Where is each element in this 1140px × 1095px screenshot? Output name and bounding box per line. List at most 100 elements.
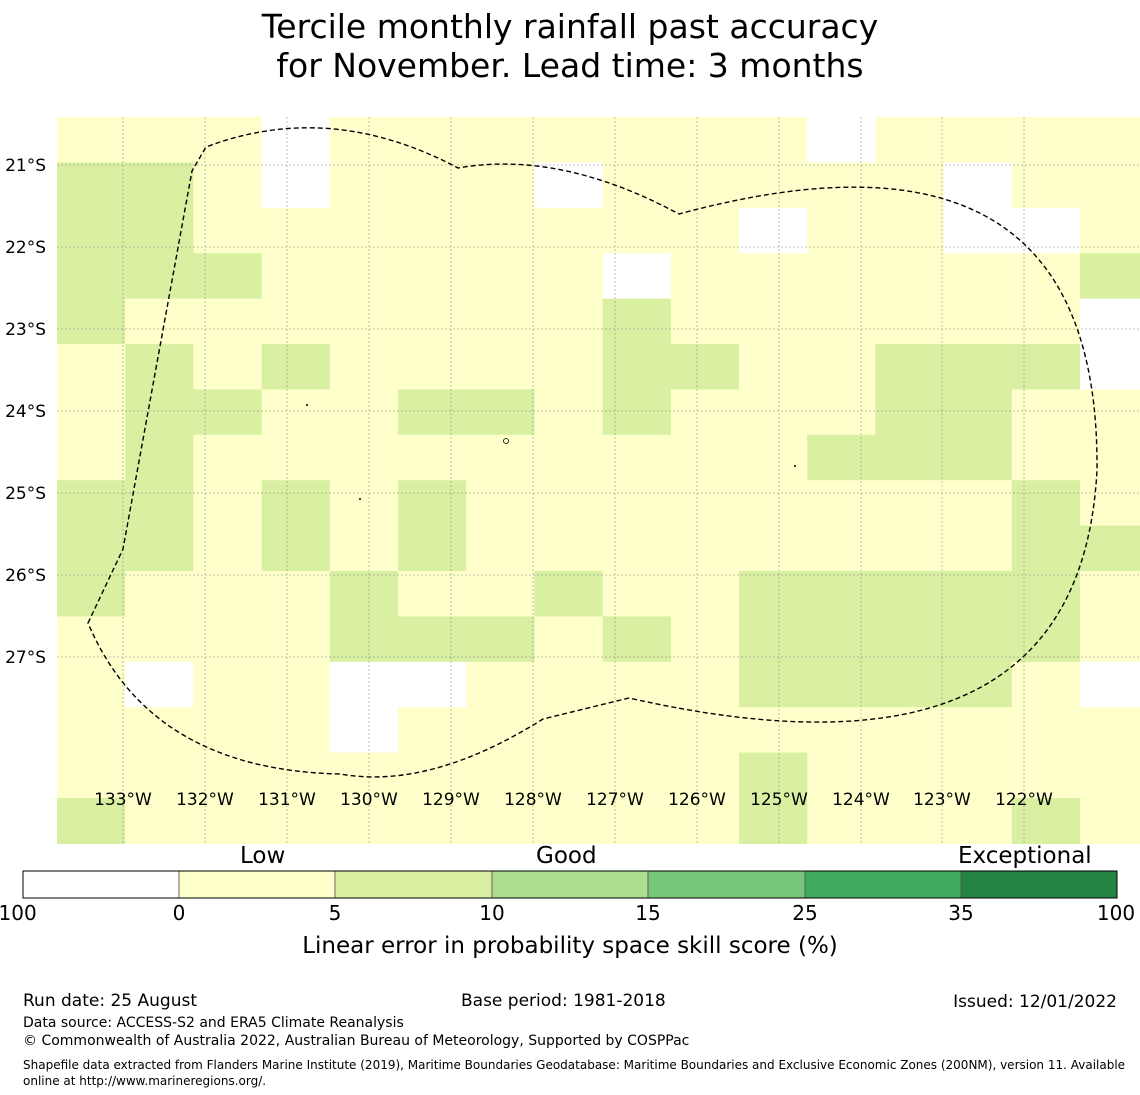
grid-cell [466,389,535,436]
grid-cell [398,344,467,390]
grid-cell [875,344,945,390]
grid-cell [125,162,194,209]
grid-cell [1080,707,1140,754]
colorbar-segment [334,870,493,899]
grid-cell [466,298,535,345]
grid-cell [602,207,672,254]
longitude-label: 128°W [504,790,562,810]
grid-cell [875,434,945,481]
grid-cell [602,344,672,390]
grid-cell [670,434,740,481]
grid-cell [670,389,740,436]
grid-cell [602,525,672,572]
colorbar-tick: 15 [635,901,661,925]
grid-cell [602,752,672,799]
grid-cell [534,162,604,209]
legend-category-good: Good [536,843,597,869]
grid-cell [807,752,876,799]
grid-cell [670,571,740,617]
grid-cell [943,616,1013,663]
grid-cell [193,480,263,527]
grid-cell [943,253,1013,300]
colorbar-segment [804,870,962,899]
grid-cell [739,389,808,436]
grid-cell [329,344,399,390]
grid-cell [57,661,126,708]
grid-cell [807,207,876,254]
grid-cell [57,707,126,754]
grid-cell [466,571,535,617]
grid-cell [261,344,331,390]
grid-cell [1080,661,1140,708]
grid-cell [398,798,467,844]
longitude-label: 127°W [586,790,644,810]
grid-cell [329,389,399,436]
latitude-label: 26°S [5,566,46,586]
grid-cell [1011,480,1081,527]
grid-cell [125,480,194,527]
grid-cell [534,344,604,390]
grid-cell [807,480,876,527]
grid-cell [261,752,331,799]
grid-cell [1011,616,1081,663]
grid-cell [1080,389,1140,436]
map-title-line-2: for November. Lead time: 3 months [276,46,864,85]
grid-cell [261,480,331,527]
grid-cell [125,525,194,572]
grid-cell [602,616,672,663]
grid-cell [739,253,808,300]
colorbar-segment [178,870,336,899]
grid-cell [1080,117,1140,163]
grid-cell [329,571,399,617]
grid-cell [602,707,672,754]
latitude-tick-labels: 21°S 22°S 23°S 24°S 25°S 26°S 27°S [5,156,46,668]
grid-cell [261,207,331,254]
grid-cell [125,434,194,481]
grid-cell [261,117,331,163]
grid-cell [943,344,1013,390]
grid-cell [1080,480,1140,527]
grid-cell [739,480,808,527]
colorbar-segment [960,870,1118,899]
grid-cell [943,480,1013,527]
grid-cell [125,571,194,617]
grid-cell [1080,571,1140,617]
grid-cell [398,752,467,799]
copyright-notice: © Commonwealth of Australia 2022, Austra… [23,1033,690,1049]
grid-cell [261,253,331,300]
grid-cell [943,707,1013,754]
longitude-label: 131°W [258,790,316,810]
grid-cell [398,616,467,663]
grid-cell [329,117,399,163]
grid-cell [807,525,876,572]
grid-cell [466,616,535,663]
grid-cell [125,253,194,300]
grid-cell [534,298,604,345]
grid-cell [329,298,399,345]
longitude-label: 122°W [995,790,1053,810]
grid-cell [1011,207,1081,254]
grid-cell [1011,661,1081,708]
grid-cell [261,525,331,572]
grid-cell [807,344,876,390]
colorbar-label: Linear error in probability space skill … [302,933,838,959]
grid-cell [1080,207,1140,254]
grid-cell [1080,752,1140,799]
grid-cell [193,298,263,345]
grid-cell [875,616,945,663]
grid-cell [602,661,672,708]
grid-cell [1011,117,1081,163]
grid-cell [875,207,945,254]
data-source: Data source: ACCESS-S2 and ERA5 Climate … [23,1015,404,1031]
grid-cell [193,661,263,708]
grid-cell [125,117,194,163]
grid-cell [398,707,467,754]
shapefile-credit: Shapefile data extracted from Flanders M… [23,1058,1126,1088]
grid-cell [329,162,399,209]
latitude-label: 22°S [5,238,46,258]
grid-cell [943,434,1013,481]
grid-cell [739,798,808,844]
grid-cell [193,207,263,254]
grid-cell [534,253,604,300]
grid-cell [398,434,467,481]
